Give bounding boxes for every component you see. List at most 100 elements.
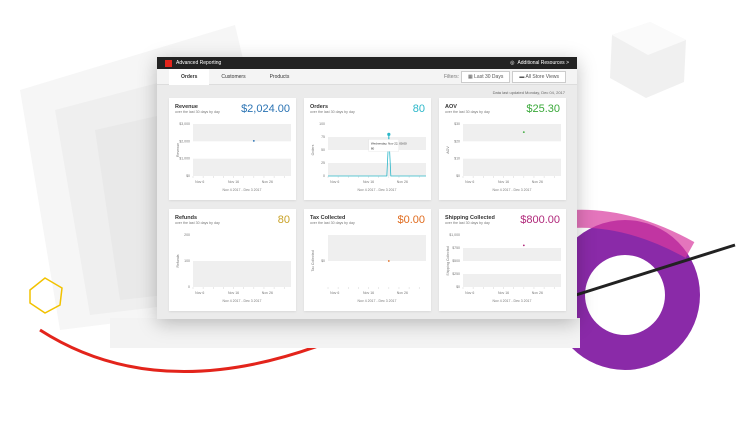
- refunds-card: Refunds over the last 30 days by day 80 0…: [169, 209, 296, 311]
- card-title: Revenue: [175, 104, 198, 110]
- aov-card: AOV over the last 30 days by day $25.30 $…: [439, 98, 566, 200]
- x-tick-label: Nov 6: [195, 180, 204, 184]
- x-tick-label: Nov 16: [498, 291, 509, 295]
- y-tick-label: 25: [321, 161, 325, 165]
- tab-orders[interactable]: Orders: [169, 68, 210, 85]
- y-tick-label: $0: [456, 285, 460, 289]
- x-tick-label: Nov 6: [330, 180, 339, 184]
- y-tick-label: 0: [323, 174, 325, 178]
- store-view-filter[interactable]: ▬ All Store Views: [512, 70, 566, 83]
- x-tick-label: Nov 26: [262, 180, 273, 184]
- card-subtitle: over the last 30 days by day: [175, 110, 220, 114]
- card-total: 80: [412, 103, 425, 115]
- y-tick-label: $500: [452, 259, 460, 263]
- x-tick-label: Nov 6: [465, 291, 474, 295]
- y-tick-label: $3,000: [179, 122, 190, 126]
- grid-band: [193, 124, 291, 142]
- y-tick-label: $20: [454, 139, 460, 143]
- tab-customers[interactable]: Customers: [221, 73, 246, 80]
- grid-band: [463, 158, 561, 176]
- card-subtitle: over the last 30 days by day: [310, 110, 355, 114]
- tab-products[interactable]: Products: [269, 73, 290, 80]
- card-subtitle: over the last 30 days by day: [445, 221, 490, 225]
- data-point[interactable]: [522, 131, 525, 134]
- y-axis-label: AOV: [446, 146, 450, 154]
- date-range-filter[interactable]: ▦ Last 30 Days: [461, 70, 511, 83]
- card-subtitle: over the last 30 days by day: [175, 221, 220, 225]
- data-point[interactable]: [387, 260, 390, 262]
- revenue-chart: $0 $1,000 $2,000 $3,000 Nov 6 Nov 16 Nov 26Nov…: [176, 122, 291, 192]
- x-tick-label: Nov 16: [228, 291, 239, 295]
- y-tick-label: 100: [319, 122, 325, 126]
- grid-band: [328, 235, 426, 261]
- data-point[interactable]: [387, 132, 391, 136]
- top-bar: Advanced Reporting ◎ Additional Resources…: [157, 57, 577, 69]
- y-axis-label: Orders: [311, 144, 315, 155]
- x-tick-label: Nov 6: [195, 291, 204, 295]
- y-tick-label: 50: [321, 148, 325, 152]
- app-title: Advanced Reporting: [176, 60, 222, 66]
- y-tick-label: 200: [184, 233, 190, 237]
- x-tick-label: Nov 16: [363, 180, 374, 184]
- logo-icon: [165, 59, 172, 67]
- additional-resources-link[interactable]: ◎ Additional Resources >: [510, 60, 569, 66]
- card-title: Refunds: [175, 215, 197, 221]
- y-tick-label: $1,000: [179, 157, 190, 161]
- data-point[interactable]: [252, 140, 255, 142]
- lifebuoy-icon: ◎: [510, 60, 515, 66]
- tax-collected-card: Tax Collected over the last 30 days by d…: [304, 209, 431, 311]
- calendar-icon: ▦: [468, 73, 475, 80]
- x-tick-label: Nov 26: [397, 180, 408, 184]
- x-tick-label: Nov 16: [498, 180, 509, 184]
- x-tick-label: Nov 26: [262, 291, 273, 295]
- x-tick-label: Nov 6: [330, 291, 339, 295]
- filters: Filters: ▦ Last 30 Days ▬ All Store View…: [444, 70, 566, 83]
- x-range-label: Nov 4 2017 - Dec 3 2017: [358, 299, 397, 303]
- x-range-label: Nov 4 2017 - Dec 3 2017: [493, 299, 532, 303]
- x-tick-label: Nov 16: [363, 291, 374, 295]
- card-total: $0.00: [397, 214, 425, 226]
- y-axis-label: Revenue: [176, 143, 180, 157]
- y-tick-label: $30: [454, 122, 460, 126]
- x-range-label: Nov 4 2017 - Dec 3 2017: [223, 188, 262, 192]
- y-tick-label: $1,000: [449, 233, 460, 237]
- tab-bar: Orders Customers Products Filters: ▦ Las…: [157, 68, 577, 85]
- tooltip-value: 80: [371, 146, 375, 150]
- y-tick-label: $10: [454, 157, 460, 161]
- card-total: $800.00: [520, 214, 560, 226]
- x-tick-label: Nov 26: [532, 180, 543, 184]
- filters-label: Filters:: [444, 73, 460, 80]
- grid-band: [193, 261, 291, 287]
- card-subtitle: over the last 30 days by day: [445, 110, 490, 114]
- revenue-card: Revenue over the last 30 days by day $2,…: [169, 98, 296, 200]
- y-tick-label: $2,000: [179, 139, 190, 143]
- y-tick-label: $0: [456, 174, 460, 178]
- y-tick-label: 75: [321, 135, 325, 139]
- y-tick-label: $0: [186, 174, 190, 178]
- grid-band: [328, 163, 426, 176]
- card-title: Tax Collected: [310, 215, 346, 221]
- reporting-dashboard: Advanced Reporting ◎ Additional Resources…: [157, 57, 577, 319]
- y-axis-label: Refunds: [176, 254, 180, 267]
- y-tick-label: 100: [184, 259, 190, 263]
- x-range-label: Nov 4 2017 - Dec 3 2017: [223, 299, 262, 303]
- card-total: $2,024.00: [241, 103, 290, 115]
- y-tick-label: $250: [452, 272, 460, 276]
- card-total: 80: [277, 214, 290, 226]
- card-title: Shipping Collected: [445, 215, 495, 221]
- y-axis-label: Shipping Collected: [446, 246, 450, 275]
- x-range-label: Nov 4 2017 - Dec 3 2017: [358, 188, 397, 192]
- grid-band: [463, 248, 561, 261]
- shipping-collected-card: Shipping Collected over the last 30 days…: [439, 209, 566, 311]
- data-point[interactable]: [522, 244, 525, 247]
- x-tick-label: Nov 26: [397, 291, 408, 295]
- shipping-collected-chart: $0 $250 $500 $750 $1,000 Nov 6 Nov 16 Nov 26Nov…: [446, 233, 561, 303]
- x-tick-label: Nov 6: [465, 180, 474, 184]
- card-title: AOV: [445, 104, 457, 110]
- y-tick-label: 0: [188, 285, 190, 289]
